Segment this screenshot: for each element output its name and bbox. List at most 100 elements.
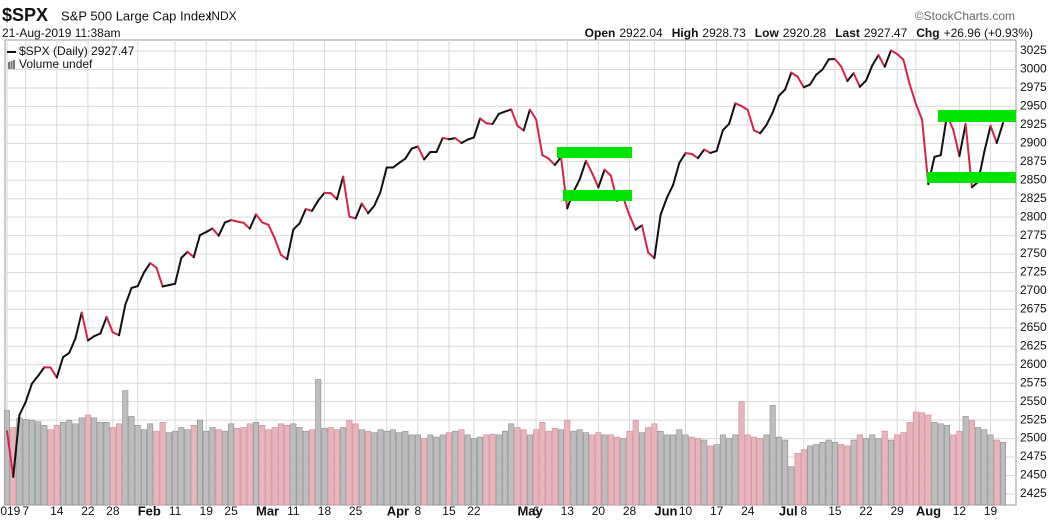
legend-swatch — [10, 61, 13, 69]
volume-bar — [358, 429, 365, 506]
price-segment — [80, 311, 89, 342]
price-segment — [877, 54, 886, 68]
volume-bar — [900, 432, 907, 506]
volume-bar — [682, 434, 689, 506]
copyright: ©StockCharts.com — [915, 9, 1015, 23]
exchange: INDX — [208, 9, 237, 23]
price-segment — [255, 213, 264, 224]
volume-bar — [277, 423, 284, 506]
volume-bar — [657, 430, 664, 506]
price-segment — [37, 366, 46, 377]
price-segment — [68, 337, 77, 354]
volume-bar — [775, 436, 782, 506]
volume-bar — [707, 445, 714, 506]
volume-bar — [999, 441, 1006, 506]
x-tick-label: Jul — [779, 503, 798, 518]
volume-bar — [215, 429, 222, 506]
volume-bar — [4, 410, 11, 506]
price-segment — [809, 73, 818, 86]
volume-bar — [464, 434, 471, 506]
volume-bar — [402, 430, 409, 506]
price-segment — [591, 172, 600, 189]
volume-bar — [333, 429, 340, 506]
volume-bar — [321, 427, 328, 506]
volume-bar — [943, 424, 950, 506]
price-segment — [640, 224, 650, 254]
plot — [4, 40, 1016, 506]
price-segment — [267, 223, 276, 240]
volume-bar — [670, 434, 677, 506]
price-segment — [180, 250, 189, 259]
x-tick-label: 14 — [50, 504, 64, 518]
quote-label: Chg — [916, 26, 939, 40]
volume-bar — [850, 439, 857, 506]
price-segment — [30, 374, 40, 385]
volume-bar — [701, 439, 708, 506]
price-segment — [304, 208, 314, 212]
price-segment — [479, 117, 488, 125]
volume-bar — [825, 439, 832, 506]
volume-bar — [800, 449, 807, 506]
volume-bar — [439, 434, 446, 506]
volume-bar — [240, 427, 247, 506]
price-segment — [447, 137, 457, 141]
highlight-boxes — [557, 110, 1016, 201]
price-segment — [242, 221, 251, 230]
price-segment — [765, 111, 774, 126]
volume-bar — [365, 430, 372, 506]
price-segment — [124, 286, 133, 306]
price-segment — [696, 148, 706, 160]
volume-bar — [844, 445, 851, 506]
volume-bar — [719, 434, 726, 506]
price-segment — [367, 204, 376, 215]
y-tick-label: 2700 — [1020, 283, 1047, 297]
volume-bar — [595, 432, 602, 506]
volume-bar — [589, 434, 596, 506]
volume-bar — [501, 430, 508, 506]
volume-bar — [975, 427, 982, 506]
timestamp: 21-Aug-2019 11:38am — [2, 26, 121, 40]
x-tick-label: 29 — [890, 504, 904, 518]
index-name: S&P 500 Large Cap Index — [61, 8, 212, 23]
volume-bar — [253, 422, 260, 506]
volume-bar — [259, 424, 266, 506]
highlight-box — [938, 110, 1016, 122]
legend-swatch — [8, 62, 10, 69]
price-segment — [142, 262, 152, 274]
price-segment — [12, 413, 21, 479]
price-segment — [211, 227, 220, 237]
price-segment — [155, 266, 164, 288]
price-segment — [690, 152, 699, 160]
volume-bar — [881, 430, 888, 506]
volume-bar — [962, 416, 969, 506]
x-tick-label: Aug — [916, 503, 941, 518]
volume-bar — [28, 419, 35, 506]
price-segment — [746, 108, 755, 132]
volume-bar — [713, 444, 720, 506]
volume-bar — [159, 422, 166, 506]
price-segment — [298, 208, 307, 225]
volume-bar — [925, 414, 932, 506]
x-tick-label: 12 — [953, 504, 967, 518]
price-segment — [466, 136, 475, 141]
volume-bar — [620, 438, 627, 506]
price-segment — [516, 124, 525, 132]
price-segment — [360, 202, 370, 215]
x-tick-label: 10 — [679, 504, 693, 518]
price-segment — [933, 154, 942, 158]
volume-bar — [60, 422, 67, 506]
volume-bar — [651, 423, 658, 506]
price-segment — [989, 124, 998, 144]
y-tick-label: 2600 — [1020, 357, 1047, 371]
volume-bar — [458, 429, 465, 506]
volume-bar — [632, 419, 639, 506]
volume-bar — [35, 421, 42, 506]
x-tick-label: 20 — [592, 504, 606, 518]
volume-bar — [738, 401, 745, 506]
price-segment — [198, 231, 208, 237]
volume-bar — [508, 423, 515, 506]
volume-bar — [694, 438, 701, 506]
volume-bar — [296, 427, 303, 506]
price-segment — [871, 54, 880, 67]
